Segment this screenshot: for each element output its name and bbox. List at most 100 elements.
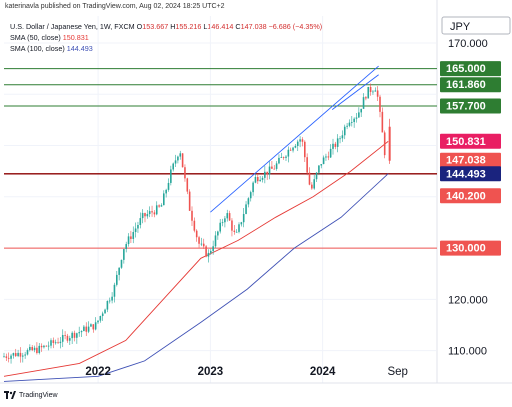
candle <box>214 235 217 247</box>
price-label-150.831 <box>440 133 501 149</box>
candle <box>153 212 156 215</box>
candle <box>287 149 290 157</box>
candle <box>33 347 36 351</box>
open-value: 153.667 <box>142 22 169 31</box>
candle <box>315 172 318 180</box>
candle <box>38 345 41 353</box>
candle <box>358 112 360 118</box>
price-label-130.000 <box>440 240 501 256</box>
candle <box>146 214 149 217</box>
candle <box>123 249 125 260</box>
candle <box>200 243 203 245</box>
candle <box>268 166 271 175</box>
sma100-legend[interactable]: SMA (100, close) 144.493 <box>10 44 93 53</box>
candle <box>12 353 15 356</box>
candle <box>280 157 283 159</box>
candle <box>381 111 384 133</box>
candle <box>299 139 301 142</box>
candle <box>31 347 33 351</box>
candle <box>26 350 29 355</box>
trendline-2[interactable] <box>331 74 379 111</box>
candle <box>339 138 341 140</box>
candle <box>101 313 104 317</box>
candle <box>5 356 8 358</box>
price-tick-label: 110.000 <box>448 346 487 358</box>
candle <box>372 91 374 93</box>
candle <box>66 335 69 341</box>
candle <box>329 148 332 158</box>
candle <box>59 341 62 344</box>
candle <box>155 205 158 215</box>
price-label-text: 130.000 <box>446 243 486 255</box>
candle <box>254 177 257 183</box>
candle <box>271 166 273 169</box>
candle <box>137 224 139 229</box>
tradingview-logo-icon <box>4 391 16 399</box>
candle <box>163 193 165 206</box>
low-value: 146.414 <box>207 22 234 31</box>
candle <box>343 126 346 136</box>
candle <box>71 332 73 339</box>
sma50-legend[interactable]: SMA (50, close) 150.831 <box>10 33 89 42</box>
candle <box>249 192 252 199</box>
candle <box>118 267 120 275</box>
currency-box[interactable] <box>441 16 511 35</box>
candle <box>296 141 299 146</box>
candle <box>257 177 259 182</box>
trendline-1[interactable] <box>210 65 379 213</box>
candle <box>353 118 355 123</box>
candle <box>219 222 221 232</box>
ohlc-legend: U.S. Dollar / Japanese Yen, 1W, FXCM O15… <box>10 22 322 31</box>
candle <box>111 296 113 301</box>
sma100-value: 144.493 <box>66 44 93 53</box>
candle <box>14 353 17 357</box>
candle <box>148 211 151 215</box>
candle <box>228 213 231 221</box>
candle <box>3 356 5 358</box>
candle <box>29 347 31 351</box>
candle <box>367 86 370 99</box>
candle <box>17 352 19 357</box>
candle <box>374 90 377 92</box>
candle <box>313 179 315 189</box>
price-label-text: 161.860 <box>446 79 486 91</box>
candle <box>139 218 142 225</box>
candle <box>57 342 59 344</box>
candle <box>308 172 311 185</box>
candle <box>231 220 233 231</box>
candle <box>73 332 76 338</box>
price-label-text: 157.700 <box>446 101 486 113</box>
candle <box>113 284 116 297</box>
candle <box>318 165 320 173</box>
candle <box>294 145 297 148</box>
candle <box>69 338 71 341</box>
sma100-line <box>3 173 389 382</box>
candle <box>261 177 264 180</box>
candle <box>116 274 118 285</box>
candle <box>195 230 198 238</box>
price-label-140.200 <box>440 188 501 204</box>
candle <box>45 345 48 347</box>
candle <box>170 169 172 183</box>
high-value: 155.216 <box>175 22 202 31</box>
candle <box>186 178 189 192</box>
candle <box>83 326 85 332</box>
candle <box>217 231 219 236</box>
candle <box>346 125 348 127</box>
currency-label: JPY <box>450 21 471 33</box>
price-label-text: 140.200 <box>446 190 486 202</box>
symbol-name: U.S. Dollar / Japanese Yen, 1W, FXCM <box>10 22 135 31</box>
candle <box>184 167 186 179</box>
price-label-144.493 <box>440 166 501 182</box>
candle <box>151 211 153 213</box>
candle <box>144 213 146 217</box>
candle <box>43 345 45 348</box>
candle <box>369 86 372 92</box>
candle <box>285 156 287 158</box>
candle <box>325 156 327 158</box>
candle <box>205 246 207 257</box>
candle <box>177 156 179 161</box>
candle <box>235 231 238 233</box>
candle <box>289 149 292 151</box>
